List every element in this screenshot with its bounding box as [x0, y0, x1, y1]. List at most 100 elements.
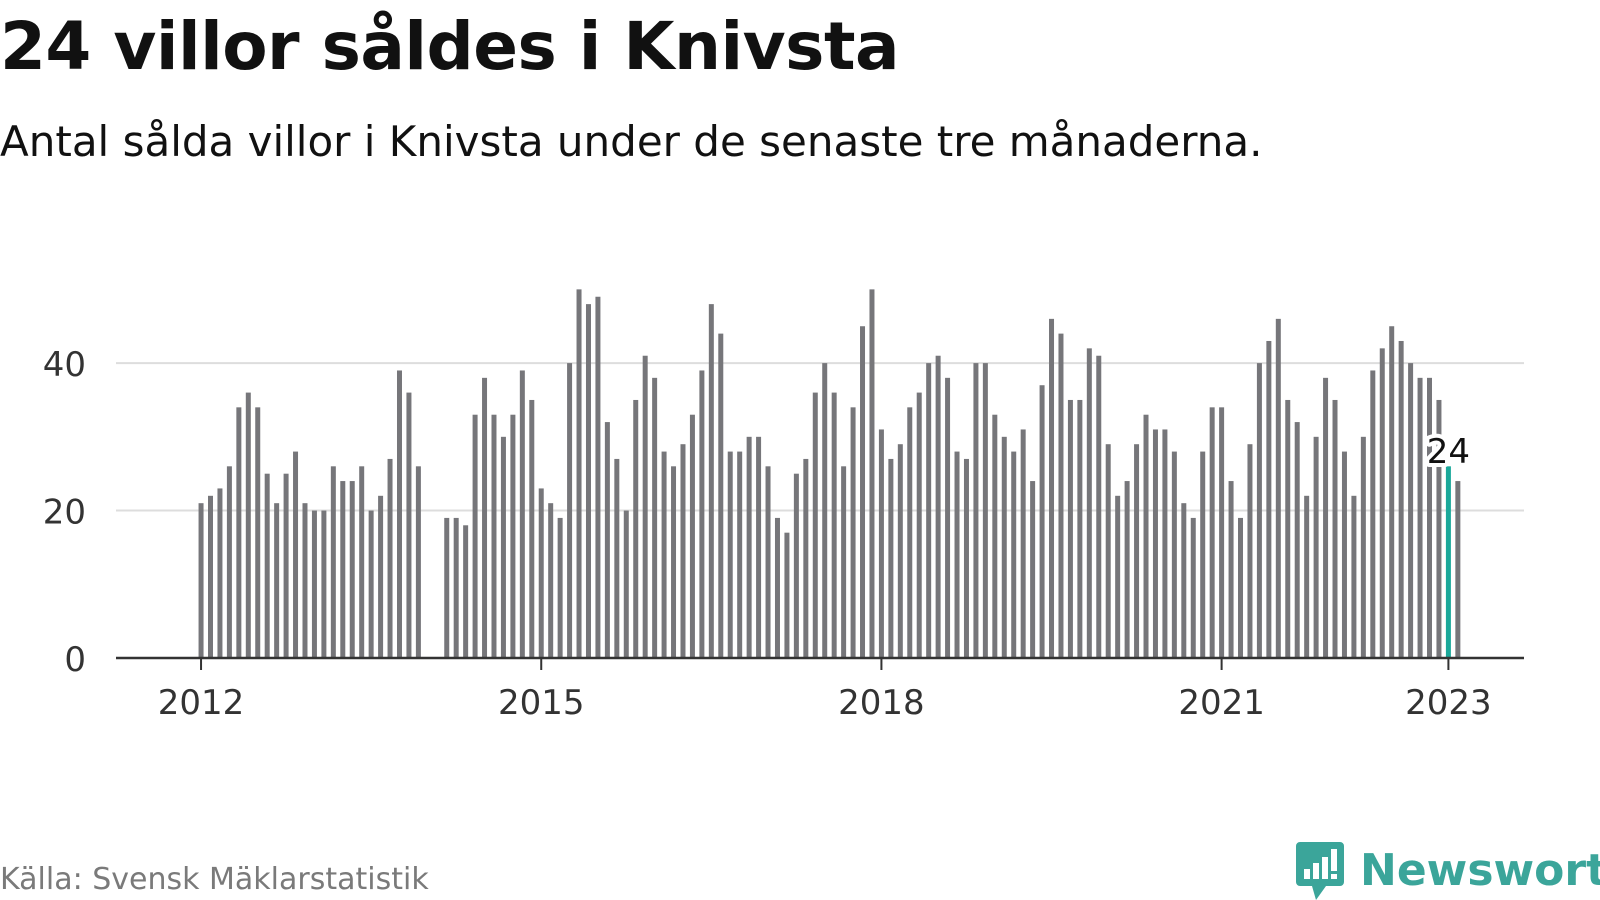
bar: [1398, 340, 1404, 658]
bar: [1323, 377, 1329, 658]
x-tick-label: 2021: [1178, 683, 1265, 723]
bar: [945, 377, 951, 658]
bar: [680, 444, 686, 658]
bar: [708, 304, 714, 658]
newsworthy-logo-icon: [1296, 842, 1344, 900]
bar: [699, 370, 705, 658]
bar: [1408, 363, 1414, 658]
bar: [963, 458, 969, 658]
bar: [737, 451, 743, 658]
bar: [1152, 429, 1158, 658]
bar: [378, 495, 384, 658]
bar: [812, 392, 818, 658]
bar: [907, 407, 913, 658]
bar: [538, 488, 544, 658]
bar: [1209, 407, 1215, 658]
bar: [396, 370, 402, 658]
bar: [1200, 451, 1206, 658]
bar: [652, 377, 658, 658]
bar: [245, 392, 251, 658]
bar: [860, 326, 866, 658]
bar: [1124, 481, 1130, 658]
bar: [444, 517, 450, 658]
bar: [1304, 495, 1310, 658]
bar: [529, 399, 535, 658]
bar: [633, 399, 639, 658]
bar: [831, 392, 837, 658]
bar: [1455, 481, 1461, 658]
bar: [822, 363, 828, 658]
bar: [614, 458, 620, 658]
bar: [803, 458, 809, 658]
bar: [604, 422, 610, 658]
bar: [1030, 481, 1036, 658]
x-tick-label: 2012: [158, 683, 245, 723]
bar: [642, 355, 648, 658]
bar: [1143, 414, 1149, 658]
bar: [302, 503, 308, 658]
bar-chart: 0 20 40 24 2012 2015 2018 2021 2023: [43, 289, 1524, 723]
bar: [1285, 399, 1291, 658]
bar: [1181, 503, 1187, 658]
bar: [916, 392, 922, 658]
bar: [236, 407, 242, 658]
page-subtitle: Antal sålda villor i Knivsta under de se…: [0, 117, 1263, 166]
bar: [330, 466, 336, 658]
bar: [1256, 363, 1262, 658]
bar: [1096, 355, 1102, 658]
bar: [1219, 407, 1225, 658]
bar: [321, 510, 327, 658]
bar: [1058, 333, 1064, 658]
bar: [661, 451, 667, 658]
brand-logo[interactable]: Newsworthy: [1296, 842, 1600, 900]
bar: [746, 436, 752, 658]
bar: [548, 503, 554, 658]
bar: [793, 473, 799, 658]
bar: [264, 473, 270, 658]
bar: [1341, 451, 1347, 658]
y-tick-label: 0: [64, 640, 86, 680]
bar: [1115, 495, 1121, 658]
bar: [1067, 399, 1073, 658]
x-tick-label: 2023: [1405, 683, 1492, 723]
bar: [765, 466, 771, 658]
bar: [1266, 340, 1272, 658]
bar: [689, 414, 695, 658]
bar: [368, 510, 374, 658]
x-tick-label: 2018: [838, 683, 925, 723]
bar: [595, 296, 601, 658]
bar: [1011, 451, 1017, 658]
bar: [992, 414, 998, 658]
bar: [472, 414, 478, 658]
bar: [888, 458, 894, 658]
data-label: 24: [1427, 432, 1470, 472]
bar: [1313, 436, 1319, 658]
bar: [897, 444, 903, 658]
bar: [1039, 385, 1045, 658]
bar: [1171, 451, 1177, 658]
bar: [274, 503, 280, 658]
bar: [311, 510, 317, 658]
bar: [1379, 348, 1385, 658]
x-tick-label: 2015: [498, 683, 585, 723]
bar: [1427, 377, 1432, 658]
bar: [482, 377, 488, 658]
bar-highlight: [1445, 466, 1451, 658]
bar: [869, 289, 875, 658]
bar: [1332, 399, 1338, 658]
bar: [935, 355, 941, 658]
bar: [349, 481, 355, 658]
bar: [217, 488, 223, 658]
bar: [255, 407, 261, 658]
bar: [1370, 370, 1376, 658]
bar: [198, 503, 204, 658]
bar: [585, 304, 591, 658]
bar: [1020, 429, 1026, 658]
bar: [406, 392, 412, 658]
bar: [1228, 481, 1234, 658]
bar: [519, 370, 525, 658]
y-tick-label: 40: [43, 345, 86, 385]
bar: [557, 517, 563, 658]
bar: [463, 525, 469, 658]
source-note: Källa: Svensk Mäklarstatistik: [0, 862, 429, 897]
